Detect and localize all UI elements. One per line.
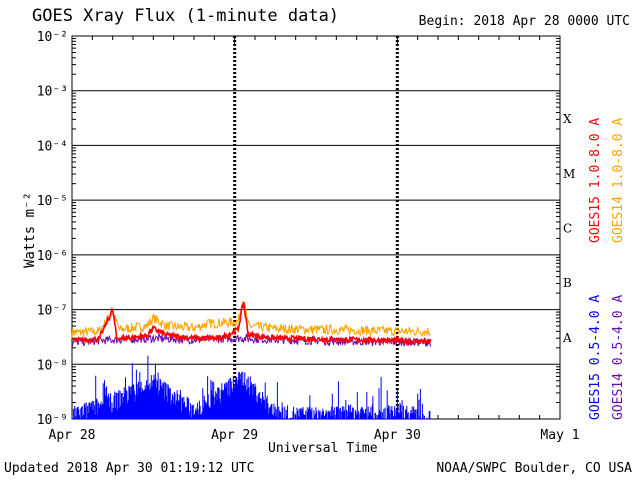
flare-class-label: M <box>563 167 575 181</box>
series-goes15-short <box>71 355 431 419</box>
y-tick-label: 10⁻³ <box>37 85 68 100</box>
begin-time: Begin: 2018 Apr 28 0000 UTC <box>418 14 630 29</box>
y-tick-label: 10⁻⁹ <box>37 413 68 428</box>
y-tick-label: 10⁻² <box>37 30 68 45</box>
updated-timestamp: Updated 2018 Apr 30 01:19:12 UTC <box>4 461 255 476</box>
y-tick-label: 10⁻⁴ <box>37 139 68 154</box>
y-tick-label: 10⁻⁵ <box>37 194 68 209</box>
x-tick-label: Apr 30 <box>374 428 421 443</box>
legend-goes15-short: GOES15 0.5-4.0 A <box>588 294 603 420</box>
series-goes15-long <box>71 301 432 347</box>
y-axis-label: Watts m⁻² <box>22 192 38 268</box>
plot-frame <box>71 35 561 420</box>
flare-class-label: A <box>562 331 572 345</box>
source-credit: NOAA/SWPC Boulder, CO USA <box>436 461 632 476</box>
series-goes14-long <box>71 301 431 338</box>
legend-goes15-long: GOES15 1.0-8.0 A <box>588 117 603 243</box>
legend-goes14-short: GOES14 0.5-4.0 A <box>611 294 626 420</box>
flare-class-label: C <box>563 222 572 236</box>
y-tick-label: 10⁻⁷ <box>37 304 68 319</box>
x-axis-label: Universal Time <box>268 441 378 456</box>
x-tick-label: Apr 29 <box>211 428 258 443</box>
flare-class-label: B <box>563 276 572 290</box>
y-tick-label: 10⁻⁶ <box>37 249 68 264</box>
flare-class-label: X <box>563 112 572 126</box>
x-tick-label: Apr 28 <box>49 428 96 443</box>
y-axis-label-text: Watts m⁻² <box>21 192 38 268</box>
x-tick-label: May 1 <box>540 428 579 443</box>
legend-goes14-long: GOES14 1.0-8.0 A <box>611 117 626 243</box>
y-tick-label: 10⁻⁸ <box>37 358 68 373</box>
chart-title: GOES Xray Flux (1-minute data) <box>32 6 340 26</box>
